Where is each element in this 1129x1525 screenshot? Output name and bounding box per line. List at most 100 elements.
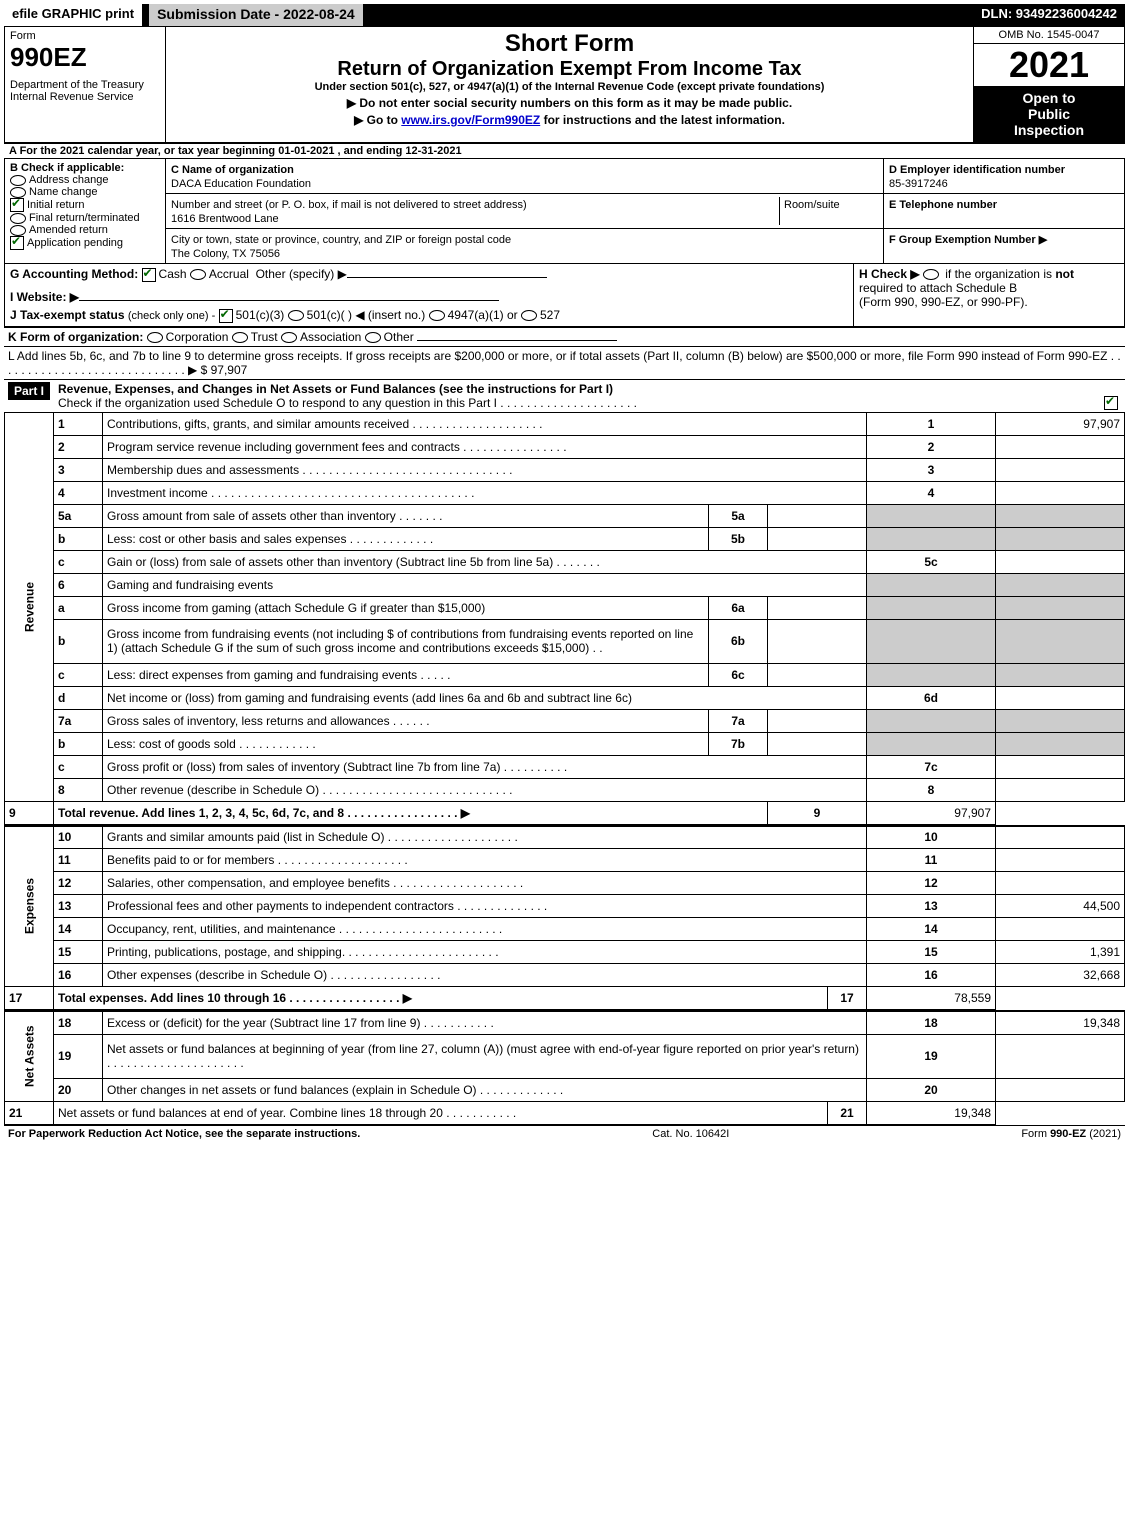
form-number: 990EZ [10, 42, 160, 73]
b-opt-label-5: Application pending [27, 237, 123, 249]
f-label: F Group Exemption Number ▶ [889, 234, 1047, 246]
b-check-0[interactable] [10, 175, 26, 186]
k-opt-0: Corporation [166, 330, 229, 344]
b-check-2[interactable] [10, 198, 24, 212]
instr2: ▶ Go to www.irs.gov/Form990EZ for instru… [171, 113, 968, 127]
i-label: I Website: ▶ [10, 290, 79, 304]
def-cell: D Employer identification number 85-3917… [884, 159, 1125, 264]
j-501c-radio[interactable] [288, 310, 304, 321]
k-opt-2: Association [300, 330, 361, 344]
k-other-input[interactable] [417, 340, 617, 341]
line-row: 11Benefits paid to or for members . . . … [5, 849, 1125, 872]
line-row: bGross income from fundraising events (n… [5, 619, 1125, 663]
k-radio-2[interactable] [281, 332, 297, 343]
line-row: 15Printing, publications, postage, and s… [5, 941, 1125, 964]
j-527-radio[interactable] [521, 310, 537, 321]
h-line3: (Form 990, 990-EZ, or 990-PF). [859, 295, 1028, 309]
part1-sub: Check if the organization used Schedule … [58, 396, 637, 410]
insp3: Inspection [1014, 122, 1084, 138]
line-row: 19Net assets or fund balances at beginni… [5, 1034, 1125, 1078]
b-opt-label-4: Amended return [29, 224, 108, 236]
b-check-3[interactable] [10, 213, 26, 224]
b-option-4: Amended return [10, 224, 160, 236]
b-option-3: Final return/terminated [10, 212, 160, 224]
h-cell: H Check ▶ if the organization is not req… [854, 264, 1125, 326]
line-row: 8Other revenue (describe in Schedule O) … [5, 778, 1125, 801]
b-check-5[interactable] [10, 236, 24, 250]
topbar-spacer [366, 4, 973, 26]
e-label: E Telephone number [889, 199, 997, 211]
c-label: C Name of organization [171, 164, 294, 176]
under-section: Under section 501(c), 527, or 4947(a)(1)… [171, 81, 968, 93]
header-table: Form 990EZ Department of the Treasury In… [4, 26, 1125, 143]
k-radio-1[interactable] [232, 332, 248, 343]
d-label: D Employer identification number [889, 164, 1065, 176]
b-opt-label-1: Name change [29, 186, 98, 198]
irs-link[interactable]: www.irs.gov/Form990EZ [401, 113, 540, 127]
section-b: B Check if applicable: Address changeNam… [5, 159, 166, 264]
netassets-table: Net Assets 18Excess or (deficit) for the… [4, 1010, 1125, 1125]
j-opt3: 4947(a)(1) or [448, 308, 518, 322]
line-row: 17Total expenses. Add lines 10 through 1… [5, 987, 1125, 1010]
cash-checkbox[interactable] [142, 268, 156, 282]
k-radio-3[interactable] [365, 332, 381, 343]
accrual-radio[interactable] [190, 269, 206, 280]
short-form-title: Short Form [171, 30, 968, 58]
k-opt-3: Other [384, 330, 414, 344]
line-row: 1Contributions, gifts, grants, and simil… [5, 412, 1125, 435]
a-begin: 01-01-2021 [278, 145, 337, 157]
k-opt-1: Trust [251, 330, 278, 344]
omb: OMB No. 1545-0047 [974, 27, 1124, 44]
d-value: 85-3917246 [889, 178, 948, 190]
line-row: 18Excess or (deficit) for the year (Subt… [5, 1011, 1125, 1034]
footer-mid: Cat. No. 10642I [652, 1128, 729, 1140]
line-row: 6Gaming and fundraising events [5, 573, 1125, 596]
form-cell: Form 990EZ Department of the Treasury In… [5, 27, 166, 143]
c-city: The Colony, TX 75056 [171, 248, 280, 260]
j-501c3-checkbox[interactable] [219, 309, 233, 323]
return-title: Return of Organization Exempt From Incom… [171, 58, 968, 81]
j-opt2: 501(c)( ) ◀ (insert no.) [307, 308, 426, 322]
b-option-5: Application pending [10, 236, 160, 250]
b-option-0: Address change [10, 174, 160, 186]
line-row: 12Salaries, other compensation, and empl… [5, 872, 1125, 895]
l-row: L Add lines 5b, 6c, and 7b to line 9 to … [4, 346, 1125, 379]
g-other-input[interactable] [347, 277, 547, 278]
b-title: B Check if applicable: [10, 162, 160, 174]
part1-title: Revenue, Expenses, and Changes in Net As… [58, 382, 613, 396]
footer: For Paperwork Reduction Act Notice, see … [4, 1125, 1125, 1142]
part1-header-row: Part I Revenue, Expenses, and Changes in… [4, 379, 1125, 412]
footer-right-post: (2021) [1086, 1128, 1121, 1140]
footer-right: Form 990-EZ (2021) [1021, 1128, 1121, 1140]
b-option-1: Name change [10, 186, 160, 198]
line-row: 10Grants and similar amounts paid (list … [5, 826, 1125, 849]
website-input[interactable] [79, 300, 499, 301]
line-row: 21Net assets or fund balances at end of … [5, 1101, 1125, 1124]
dept1: Department of the Treasury [10, 79, 160, 91]
k-label: K Form of organization: [8, 330, 143, 344]
h-pre: H Check ▶ [859, 267, 923, 281]
h-not: not [1055, 267, 1074, 281]
h-radio[interactable] [923, 269, 939, 280]
b-opt-label-0: Address change [29, 174, 109, 186]
k-row: K Form of organization: Corporation Trus… [4, 327, 1125, 346]
dln: DLN: 93492236004242 [973, 4, 1125, 26]
a-pre: A For the 2021 calendar year, or tax yea… [9, 145, 278, 157]
j-opt4: 527 [540, 308, 560, 322]
netassets-label: Net Assets [5, 1011, 54, 1101]
c-street-label: Number and street (or P. O. box, if mail… [171, 199, 527, 211]
b-opt-label-3: Final return/terminated [29, 212, 140, 224]
j-opt1: 501(c)(3) [236, 308, 285, 322]
j-4947-radio[interactable] [429, 310, 445, 321]
g-cell: G Accounting Method: Cash Accrual Other … [5, 264, 854, 326]
c-name-cell: C Name of organization DACA Education Fo… [166, 159, 884, 194]
revenue-table: Revenue 1Contributions, gifts, grants, a… [4, 412, 1125, 825]
section-a: A For the 2021 calendar year, or tax yea… [4, 143, 1125, 158]
a-end: 12-31-2021 [405, 145, 461, 157]
c-city-label: City or town, state or province, country… [171, 234, 511, 246]
c-city-cell: City or town, state or province, country… [166, 229, 884, 264]
footer-left: For Paperwork Reduction Act Notice, see … [8, 1128, 360, 1140]
part1-schedo-checkbox[interactable] [1104, 396, 1118, 410]
topbar: efile GRAPHIC print Submission Date - 20… [4, 4, 1125, 26]
k-radio-0[interactable] [147, 332, 163, 343]
